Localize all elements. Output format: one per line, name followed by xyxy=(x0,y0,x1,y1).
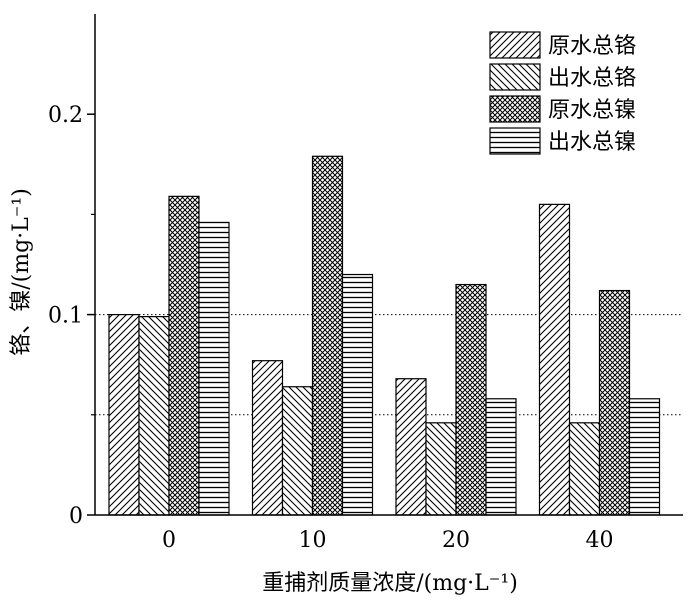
bar-1-cat-10 xyxy=(251,360,284,516)
x-tick-label: 40 xyxy=(586,528,614,553)
legend-label-2: 出水总铬 xyxy=(548,66,636,91)
bar-3-cat-20 xyxy=(455,283,487,516)
bar-2-cat-40 xyxy=(568,422,601,516)
x-ticks: 0 10 20 40 xyxy=(162,528,614,553)
legend-swatch-3 xyxy=(489,95,541,123)
legend-swatch-2 xyxy=(489,63,541,91)
legend-label-3: 原水总镍 xyxy=(548,98,636,123)
legend-label-4: 出水总镍 xyxy=(548,130,636,155)
y-tick-label: 0.1 xyxy=(48,304,83,329)
x-tick-label: 10 xyxy=(299,528,327,553)
bars xyxy=(108,155,661,516)
bar-4-cat-20 xyxy=(485,398,517,516)
x-tick-label: 0 xyxy=(162,528,176,553)
axes xyxy=(94,14,683,516)
y-tick-label: 0 xyxy=(69,504,83,529)
y-axis-title: 铬、镍/(mg·L⁻¹) xyxy=(9,188,34,356)
bar-4-cat-0 xyxy=(198,221,230,516)
bar-4-cat-10 xyxy=(341,273,374,516)
y-ticks: 0 0.1 0.2 xyxy=(48,103,95,529)
bar-3-cat-0 xyxy=(168,195,200,516)
x-tick-label: 20 xyxy=(442,528,470,553)
legend-swatch-1 xyxy=(489,31,541,59)
y-tick-label: 0.2 xyxy=(48,103,83,128)
bar-3-cat-40 xyxy=(598,289,631,516)
bar-2-cat-20 xyxy=(425,422,457,516)
bar-4-cat-40 xyxy=(628,398,661,516)
legend-swatch-4 xyxy=(489,127,541,155)
bar-1-cat-40 xyxy=(538,203,571,516)
bar-1-cat-0 xyxy=(108,314,140,516)
bar-2-cat-10 xyxy=(281,386,314,516)
legend-label-1: 原水总铬 xyxy=(548,34,636,59)
bar-3-cat-10 xyxy=(311,155,344,516)
x-axis-title: 重捕剂质量浓度/(mg·L⁻¹) xyxy=(262,571,518,596)
bar-1-cat-20 xyxy=(395,378,427,516)
bar-2-cat-0 xyxy=(138,316,170,516)
